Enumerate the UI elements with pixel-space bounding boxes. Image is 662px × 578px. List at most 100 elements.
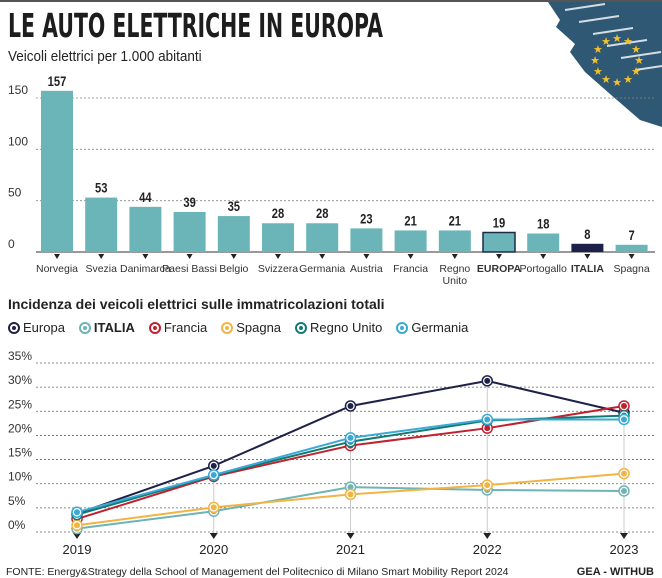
data-point-core	[621, 416, 627, 423]
credit: GEA - WITHUB	[576, 566, 654, 578]
data-point-core	[484, 416, 491, 423]
legend-label: Spagna	[236, 320, 282, 335]
bar-y-tick: 0	[8, 237, 15, 251]
flag-star-icon: ★	[601, 74, 611, 86]
bar-category-label: Belgio	[219, 263, 248, 275]
data-point-core	[74, 509, 80, 516]
legend-marker-icon	[295, 321, 308, 334]
bar-europa	[482, 231, 516, 253]
bar-austria	[350, 228, 383, 252]
bar-category-label: EUROPA	[477, 263, 522, 275]
data-point-core	[621, 402, 627, 409]
flag-star-icon: ★	[590, 55, 600, 67]
flag-star-icon: ★	[634, 55, 644, 67]
line-y-tick: 0%	[8, 518, 26, 532]
bar-category-label: ITALIA	[571, 263, 604, 275]
line-x-tick: 2021	[336, 542, 365, 557]
data-point-core	[347, 402, 354, 409]
bar-regno-unito	[438, 230, 471, 252]
tick-marker-icon	[142, 254, 149, 259]
legend-item: Germania	[396, 320, 468, 335]
bar-category-label: Danimarca	[120, 263, 171, 275]
bar-category-label: Norvegia	[36, 263, 78, 275]
flag-star-icon: ★	[623, 74, 633, 86]
data-point-core	[74, 522, 80, 529]
flag-star-icon: ★	[593, 44, 603, 56]
legend-item: Spagna	[221, 320, 281, 335]
bar-spagna	[615, 244, 648, 252]
line-x-tick: 2023	[610, 542, 639, 557]
legend-item: Francia	[148, 320, 208, 335]
brush-stroke	[578, 15, 620, 23]
flag-star-icon: ★	[593, 66, 603, 78]
bar-paesi-bassi	[173, 211, 206, 252]
bar-danimarca	[129, 206, 162, 252]
tick-marker-icon	[319, 254, 326, 259]
bar-y-tick: 50	[8, 186, 22, 200]
legend-marker-icon	[148, 321, 161, 334]
data-point-core	[210, 462, 217, 469]
legend-label: ITALIA	[93, 320, 135, 335]
data-point-core	[210, 472, 217, 479]
legend-marker-icon	[78, 321, 91, 334]
brush-stroke	[634, 64, 662, 71]
data-point-core	[347, 484, 354, 491]
bar-value-label: 7	[628, 228, 634, 243]
bar-category-label: Germania	[299, 263, 345, 275]
line-y-tick: 10%	[8, 470, 32, 484]
brush-stroke	[592, 27, 634, 35]
tick-marker-icon	[54, 254, 60, 259]
tick-marker-icon	[209, 533, 218, 539]
bar-value-label: 21	[449, 213, 461, 228]
tick-marker-icon	[483, 533, 492, 539]
bar-value-label: 39	[183, 195, 195, 210]
legend-item: Regno Unito	[295, 320, 382, 335]
bar-francia	[394, 230, 427, 252]
bar-value-label: 28	[272, 206, 284, 221]
legend-label: Europa	[23, 320, 65, 335]
brush-stroke	[606, 39, 648, 47]
legend-item: Europa	[8, 320, 65, 335]
data-point-core	[621, 487, 627, 494]
brush-stroke	[564, 3, 606, 11]
bar-value-label: 18	[537, 216, 549, 231]
flag-star-icon: ★	[631, 44, 641, 56]
bar-value-label: 19	[493, 215, 505, 230]
data-point-core	[347, 491, 354, 498]
bar-value-label: 21	[404, 213, 416, 228]
bar-category-label: Austria	[350, 263, 383, 275]
legend-label: Francia	[163, 320, 208, 335]
bar-svezia	[85, 197, 118, 252]
tick-marker-icon	[346, 533, 355, 539]
tick-marker-icon	[496, 254, 502, 259]
line-x-tick: 2020	[199, 542, 228, 557]
bar-category-label: Portogallo	[520, 263, 567, 275]
bar-value-label: 28	[316, 206, 328, 221]
page-title: LE AUTO ELETTRICHE IN EUROPA	[8, 6, 383, 45]
bar-value-label: 8	[584, 227, 590, 242]
flag-star-icon: ★	[612, 77, 622, 89]
tick-marker-icon	[451, 254, 458, 259]
flag-star-icon: ★	[612, 33, 622, 45]
bar-value-label: 23	[360, 211, 372, 226]
bar-y-tick: 100	[8, 134, 28, 148]
bar-svizzera	[262, 223, 294, 252]
tick-marker-icon	[186, 254, 193, 259]
line-y-tick: 5%	[8, 494, 26, 508]
data-point-core	[484, 482, 491, 489]
data-point-core	[484, 425, 491, 432]
line-chart-title: Incidenza dei veicoli elettrici sulle im…	[8, 296, 385, 312]
bar-value-label: 53	[95, 180, 107, 195]
bar-category-label: Francia	[393, 263, 428, 275]
line-y-tick: 30%	[8, 373, 32, 387]
line-y-tick: 20%	[8, 421, 32, 435]
bar-portogallo	[527, 233, 560, 252]
legend-marker-icon	[396, 321, 409, 334]
bar-value-label: 35	[228, 199, 240, 214]
bar-belgio	[217, 216, 250, 252]
bar-y-tick: 150	[8, 83, 28, 97]
tick-marker-icon	[363, 254, 370, 259]
